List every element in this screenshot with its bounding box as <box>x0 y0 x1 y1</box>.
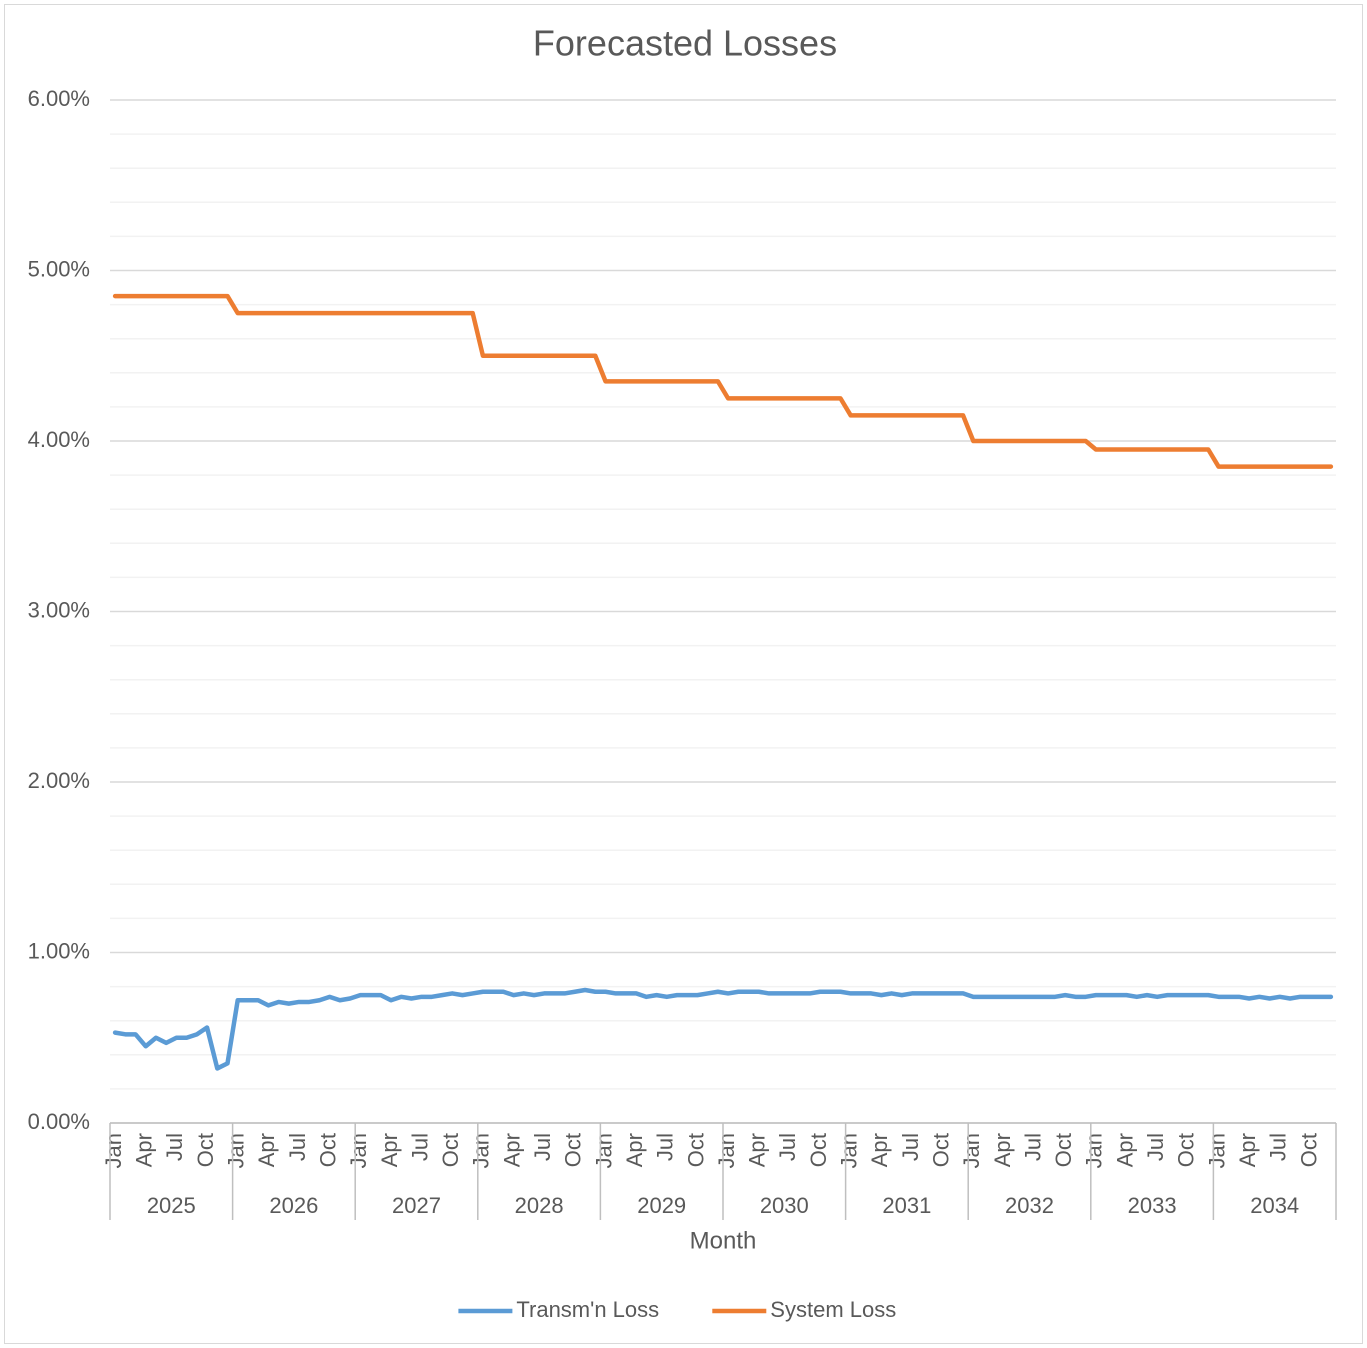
x-tick-label: Jan <box>346 1133 371 1168</box>
x-group-label: 2033 <box>1128 1193 1177 1218</box>
x-tick-label: Jan <box>714 1133 739 1168</box>
y-tick-label: 3.00% <box>28 597 90 622</box>
x-tick-label: Jul <box>1143 1133 1168 1161</box>
y-tick-label: 4.00% <box>28 427 90 452</box>
legend-label: Transm'n Loss <box>516 1297 659 1322</box>
x-tick-label: Jan <box>469 1133 494 1168</box>
x-tick-label: Jan <box>224 1133 249 1168</box>
x-tick-label: Oct <box>1296 1133 1321 1167</box>
y-tick-label: 6.00% <box>28 86 90 111</box>
x-tick-label: Apr <box>867 1133 892 1167</box>
series-line <box>112 293 1334 469</box>
x-tick-label: Jan <box>1082 1133 1107 1168</box>
x-tick-label: Jul <box>162 1133 187 1161</box>
x-tick-label: Oct <box>1051 1133 1076 1167</box>
x-tick-label: Jul <box>1266 1133 1291 1161</box>
x-tick-label: Oct <box>1174 1133 1199 1167</box>
y-tick-label: 5.00% <box>28 256 90 281</box>
x-tick-label: Jan <box>101 1133 126 1168</box>
x-tick-label: Oct <box>928 1133 953 1167</box>
x-tick-label: Jan <box>837 1133 862 1168</box>
y-tick-label: 1.00% <box>28 938 90 963</box>
x-tick-label: Apr <box>132 1133 157 1167</box>
x-axis-title: Month <box>690 1227 757 1254</box>
x-tick-label: Apr <box>254 1133 279 1167</box>
x-tick-label: Jul <box>653 1133 678 1161</box>
x-tick-label: Apr <box>745 1133 770 1167</box>
x-tick-label: Jul <box>898 1133 923 1161</box>
x-group-label: 2030 <box>760 1193 809 1218</box>
x-tick-label: Jan <box>959 1133 984 1168</box>
chart-border <box>4 4 1363 1344</box>
x-tick-label: Jan <box>591 1133 616 1168</box>
x-tick-label: Apr <box>377 1133 402 1167</box>
y-tick-label: 2.00% <box>28 768 90 793</box>
x-group-label: 2029 <box>637 1193 686 1218</box>
x-tick-label: Jul <box>530 1133 555 1161</box>
series-line <box>112 987 1334 1071</box>
x-tick-label: Oct <box>315 1133 340 1167</box>
x-tick-label: Apr <box>990 1133 1015 1167</box>
x-tick-label: Oct <box>683 1133 708 1167</box>
x-tick-label: Jan <box>1204 1133 1229 1168</box>
x-tick-label: Jul <box>407 1133 432 1161</box>
x-tick-label: Apr <box>1235 1133 1260 1167</box>
chart-title: Forecasted Losses <box>533 23 837 64</box>
x-tick-label: Apr <box>1112 1133 1137 1167</box>
x-tick-label: Apr <box>499 1133 524 1167</box>
legend-label: System Loss <box>770 1297 896 1322</box>
x-group-label: 2032 <box>1005 1193 1054 1218</box>
x-tick-label: Oct <box>193 1133 218 1167</box>
x-group-label: 2034 <box>1250 1193 1299 1218</box>
x-group-label: 2027 <box>392 1193 441 1218</box>
x-tick-label: Apr <box>622 1133 647 1167</box>
x-group-label: 2026 <box>269 1193 318 1218</box>
x-tick-label: Oct <box>438 1133 463 1167</box>
x-group-label: 2025 <box>147 1193 196 1218</box>
x-tick-label: Oct <box>561 1133 586 1167</box>
y-tick-label: 0.00% <box>28 1109 90 1134</box>
x-tick-label: Jul <box>285 1133 310 1161</box>
x-tick-label: Jul <box>775 1133 800 1161</box>
x-group-label: 2031 <box>882 1193 931 1218</box>
x-group-label: 2028 <box>515 1193 564 1218</box>
x-tick-label: Jul <box>1020 1133 1045 1161</box>
x-tick-label: Oct <box>806 1133 831 1167</box>
